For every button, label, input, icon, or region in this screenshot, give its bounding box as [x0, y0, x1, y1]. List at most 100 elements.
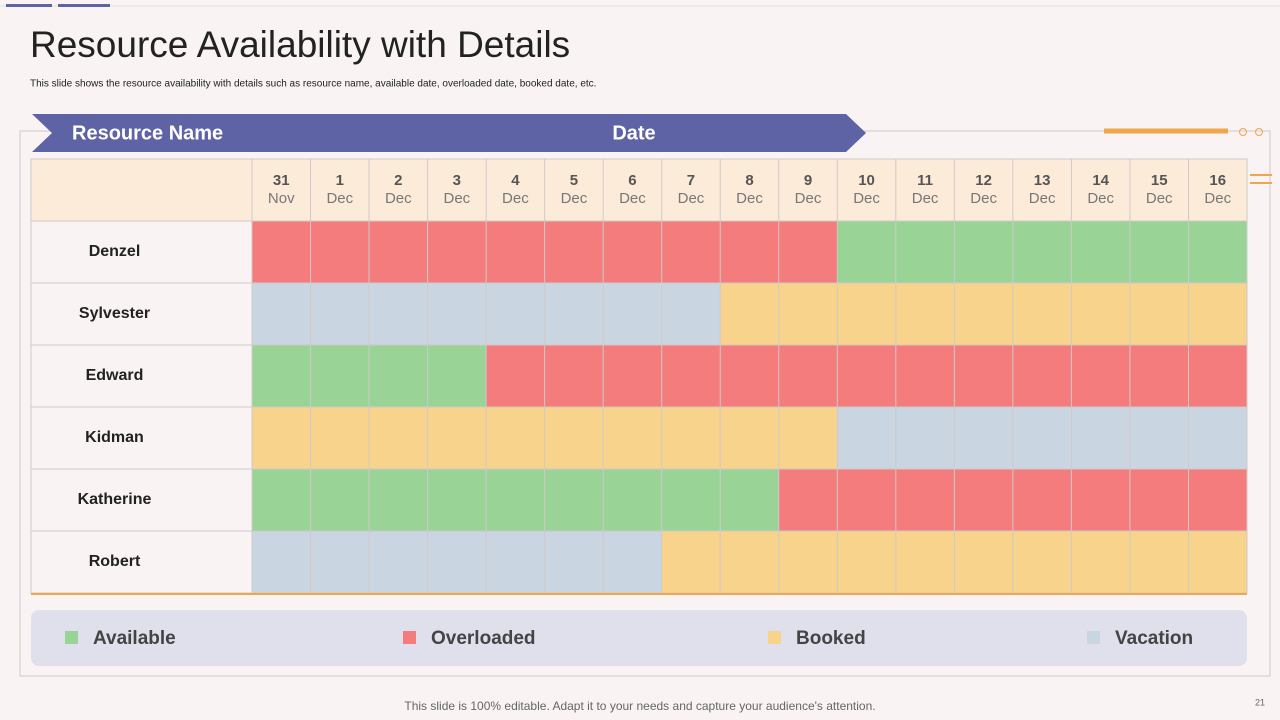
status-cell	[661, 221, 721, 283]
status-cell	[486, 531, 545, 593]
date-day: 1	[336, 172, 344, 189]
footer: This slide is 100% editable. Adapt it to…	[404, 699, 875, 713]
status-cell	[1071, 221, 1130, 283]
status-cell	[427, 407, 487, 469]
status-cell	[1129, 283, 1189, 345]
status-cell	[1188, 407, 1247, 469]
top-accent	[6, 4, 52, 7]
legend-swatch	[403, 631, 416, 644]
date-day: 9	[804, 172, 812, 189]
status-cell	[310, 221, 370, 283]
status-cell	[720, 531, 779, 593]
status-cell	[895, 345, 955, 407]
status-cell	[1071, 469, 1130, 531]
status-cell	[369, 283, 428, 345]
status-cell	[544, 469, 604, 531]
status-cell	[778, 407, 838, 469]
status-cell	[603, 283, 662, 345]
date-day: 4	[511, 172, 520, 189]
resource-name: Katherine	[78, 491, 152, 508]
date-month: Dec	[444, 190, 471, 207]
status-cell	[486, 221, 545, 283]
resource-name: Sylvester	[79, 305, 150, 322]
date-month: Dec	[970, 190, 997, 207]
status-cell	[310, 283, 370, 345]
status-cell	[1071, 345, 1130, 407]
date-month: Dec	[502, 190, 529, 207]
status-cell	[427, 283, 487, 345]
status-cell	[837, 283, 896, 345]
status-cell	[1188, 345, 1247, 407]
legend-box	[31, 610, 1247, 666]
status-cell	[310, 407, 370, 469]
status-cell	[1012, 531, 1072, 593]
date-month: Dec	[619, 190, 646, 207]
status-cell	[895, 283, 955, 345]
status-cell	[954, 407, 1013, 469]
status-cell	[837, 469, 896, 531]
status-cell	[427, 345, 487, 407]
banner-left: Resource Name	[72, 122, 223, 144]
date-month: Dec	[1146, 190, 1173, 207]
subtitle: This slide shows the resource availabili…	[30, 79, 596, 90]
date-month: Dec	[1204, 190, 1231, 207]
status-cell	[1129, 221, 1189, 283]
date-month: Dec	[561, 190, 588, 207]
date-month: Dec	[385, 190, 412, 207]
date-day: 2	[394, 172, 402, 189]
name-cell	[31, 283, 252, 345]
name-cell	[31, 531, 252, 593]
status-cell	[954, 531, 1013, 593]
status-cell	[544, 531, 604, 593]
status-cell	[837, 531, 896, 593]
status-cell	[1188, 283, 1247, 345]
status-cell	[544, 283, 604, 345]
date-day: 12	[975, 172, 992, 189]
status-cell	[252, 531, 311, 593]
status-cell	[895, 221, 955, 283]
status-cell	[544, 345, 604, 407]
status-cell	[252, 469, 311, 531]
status-cell	[544, 407, 604, 469]
legend-label: Overloaded	[431, 628, 536, 649]
status-cell	[486, 283, 545, 345]
status-cell	[369, 345, 428, 407]
status-cell	[895, 531, 955, 593]
status-cell	[837, 407, 896, 469]
status-cell	[895, 407, 955, 469]
status-cell	[661, 283, 721, 345]
status-cell	[369, 221, 428, 283]
status-cell	[544, 221, 604, 283]
date-day: 5	[570, 172, 578, 189]
status-cell	[837, 221, 896, 283]
status-cell	[1012, 345, 1072, 407]
name-cell	[31, 469, 252, 531]
status-cell	[486, 469, 545, 531]
date-day: 15	[1151, 172, 1168, 189]
status-cell	[1012, 469, 1072, 531]
status-cell	[310, 469, 370, 531]
status-cell	[369, 407, 428, 469]
resource-name: Kidman	[85, 429, 144, 446]
status-cell	[252, 407, 311, 469]
status-cell	[954, 469, 1013, 531]
status-cell	[1071, 283, 1130, 345]
date-day: 31	[273, 172, 290, 189]
date-month: Dec	[736, 190, 763, 207]
status-cell	[369, 531, 428, 593]
status-cell	[661, 407, 721, 469]
name-cell	[31, 407, 252, 469]
date-day: 7	[687, 172, 695, 189]
status-cell	[1129, 345, 1189, 407]
legend-label: Vacation	[1115, 628, 1193, 649]
status-cell	[252, 345, 311, 407]
resource-name: Edward	[86, 367, 144, 384]
status-cell	[661, 469, 721, 531]
legend-swatch	[1087, 631, 1100, 644]
status-cell	[427, 221, 487, 283]
status-cell	[603, 531, 662, 593]
date-day: 10	[858, 172, 875, 189]
legend-swatch	[65, 631, 78, 644]
date-month: Dec	[326, 190, 353, 207]
legend-label: Booked	[796, 628, 866, 649]
